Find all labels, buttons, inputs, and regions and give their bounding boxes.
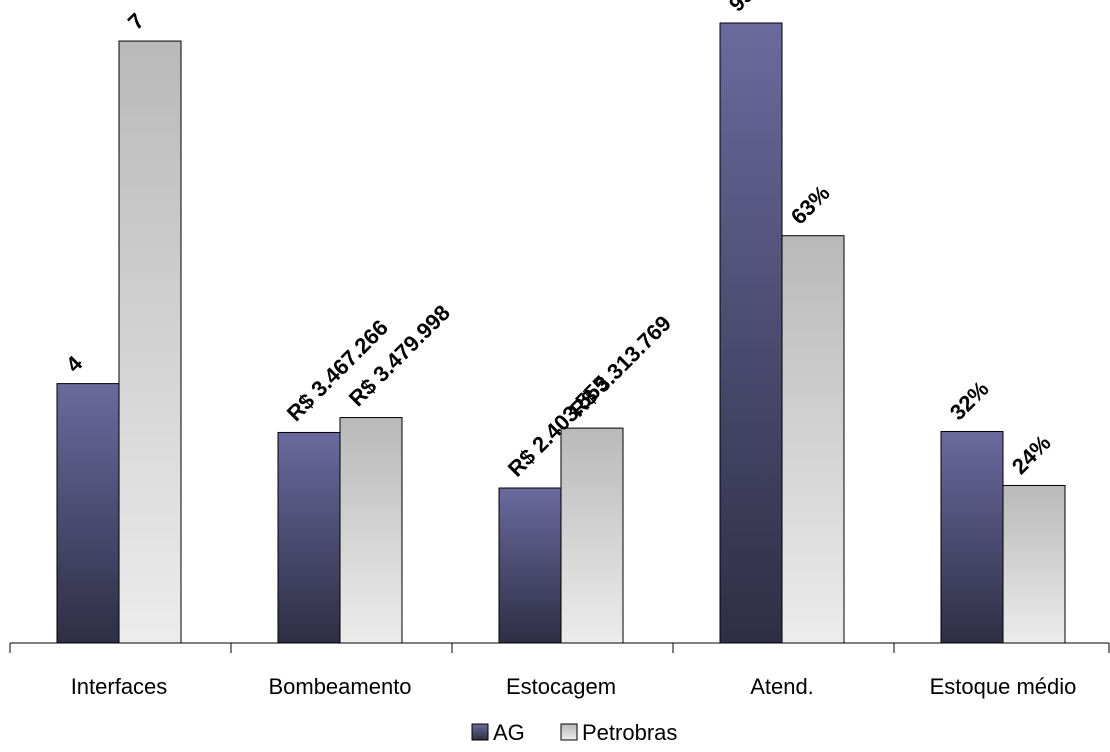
value-label-petrobras-4: 24% — [1007, 430, 1056, 479]
category-label-4: Estoque médio — [930, 674, 1077, 699]
bar-petrobras-1 — [339, 417, 403, 644]
legend-swatch-ag — [471, 723, 489, 741]
value-label-petrobras-2: R$ 3.313.769 — [565, 311, 676, 422]
category-label-2: Estocagem — [506, 674, 616, 699]
bars-layer — [56, 22, 1066, 644]
category-labels-layer: Interfaces Bombeamento Estocagem Atend. Esto… — [71, 674, 1077, 699]
legend-item-ag: AG — [471, 720, 525, 745]
legend-label-ag: AG — [493, 720, 525, 745]
x-axis — [9, 642, 1110, 653]
value-label-ag-4: 32% — [945, 376, 994, 425]
bar-petrobras-4 — [1002, 484, 1066, 644]
bar-petrobras-3 — [781, 235, 845, 644]
legend: AG Petrobras — [471, 720, 677, 745]
bar-ag-4 — [940, 430, 1004, 644]
bar-ag-2 — [498, 487, 562, 644]
value-label-petrobras-3: 63% — [786, 180, 835, 229]
value-label-ag-0: 4 — [61, 350, 88, 377]
value-label-petrobras-0: 7 — [123, 8, 149, 34]
bar-ag-0 — [56, 383, 120, 644]
category-label-1: Bombeamento — [268, 674, 411, 699]
value-label-ag-3: 95% — [724, 0, 773, 17]
bar-ag-3 — [719, 22, 783, 644]
legend-label-petrobras: Petrobras — [582, 720, 677, 745]
bar-ag-1 — [277, 431, 341, 644]
legend-swatch-petrobras — [560, 723, 578, 741]
bar-petrobras-2 — [560, 427, 624, 644]
category-label-3: Atend. — [750, 674, 814, 699]
bar-petrobras-0 — [118, 40, 182, 644]
legend-item-petrobras: Petrobras — [560, 720, 677, 745]
category-label-0: Interfaces — [71, 674, 168, 699]
